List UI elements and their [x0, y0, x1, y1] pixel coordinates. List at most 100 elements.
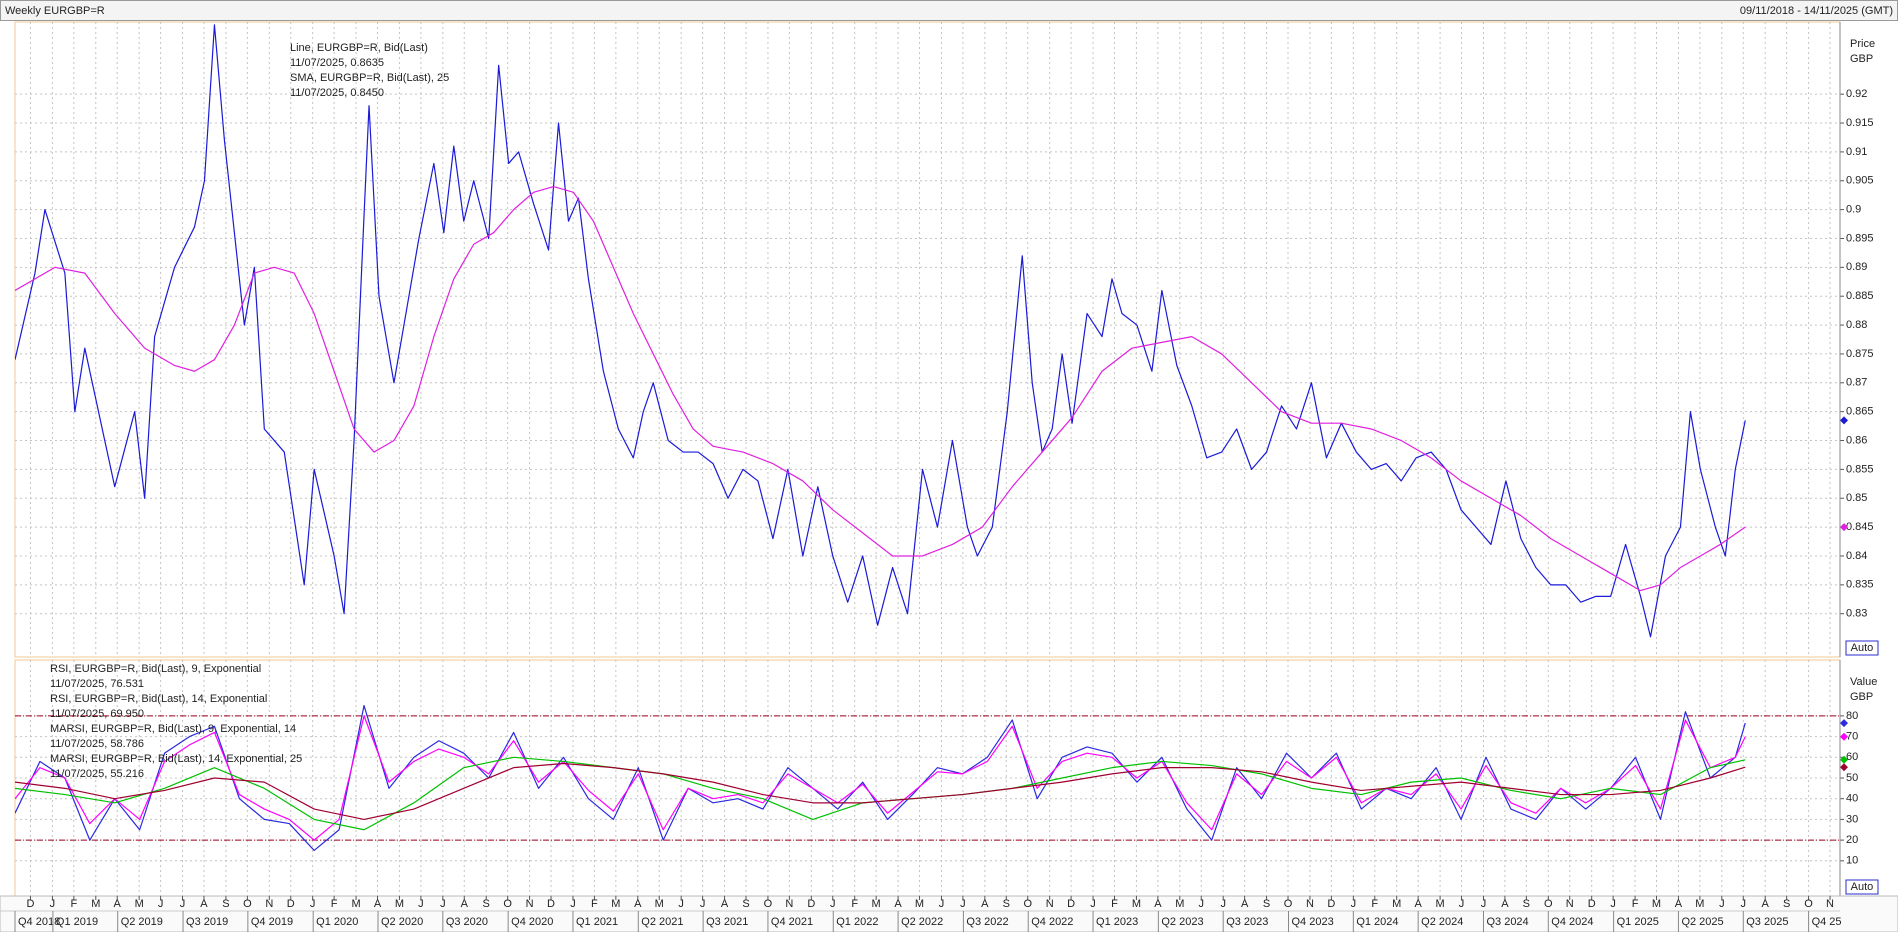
x-tick-label: J [1481, 898, 1487, 910]
y-tick-label: 80 [1846, 710, 1858, 722]
x-tick-label: J [830, 898, 836, 910]
x-tick-label: J [440, 898, 446, 910]
x-tick-label: O [764, 898, 773, 910]
y-tick-label: 0.91 [1846, 146, 1867, 158]
scale-button[interactable] [1845, 640, 1879, 656]
y-tick-label: 0.835 [1846, 579, 1874, 591]
x-tick-label: A [374, 898, 382, 910]
x-tick-label: M [1695, 898, 1704, 910]
x-tick-label: O [1544, 898, 1553, 910]
quarter-label: Q1 2025 [1617, 916, 1659, 928]
x-tick-label: J [678, 898, 684, 910]
legend-last-value: 11/07/2025, 69.950 [50, 708, 144, 720]
legend-name: RSI, EURGBP=R, Bid(Last), 14, Exponentia… [50, 693, 267, 705]
x-tick-label: M [872, 898, 881, 910]
legend-name: RSI, EURGBP=R, Bid(Last), 9, Exponential [50, 663, 261, 675]
x-tick-label: M [135, 898, 144, 910]
scale-button-label[interactable]: Auto [1851, 642, 1874, 654]
x-tick-label: J [310, 898, 316, 910]
x-tick-label: M [1132, 898, 1141, 910]
quarter-label: Q2 2024 [1421, 916, 1463, 928]
series-line [15, 185, 1746, 592]
x-axis-band [0, 895, 1898, 932]
x-tick-label: J [418, 898, 424, 910]
panel [14, 21, 1841, 658]
x-tick-label: J [700, 898, 706, 910]
scale-button[interactable] [1845, 879, 1879, 895]
x-tick-label: D [26, 898, 34, 910]
quarter-label: Q1 2024 [1356, 916, 1398, 928]
x-tick-label: J [1741, 898, 1747, 910]
x-tick-label: D [547, 898, 555, 910]
x-tick-label: S [1523, 898, 1530, 910]
x-tick-label: N [265, 898, 273, 910]
scale-button-label[interactable]: Auto [1851, 881, 1874, 893]
quarter-label: Q3 2021 [706, 916, 748, 928]
x-tick-label: J [1199, 898, 1205, 910]
x-tick-label: J [158, 898, 164, 910]
x-tick-label: A [1414, 898, 1422, 910]
legend-last-value: 11/07/2025, 76.531 [50, 678, 144, 690]
x-tick-label: N [1306, 898, 1314, 910]
axis-unit: GBP [1850, 691, 1873, 703]
x-tick-label: N [526, 898, 534, 910]
x-tick-label: M [915, 898, 924, 910]
y-tick-label: 40 [1846, 793, 1858, 805]
x-tick-label: J [1220, 898, 1226, 910]
x-tick-label: S [1263, 898, 1270, 910]
quarter-label: Q4 2021 [771, 916, 813, 928]
series-line [15, 24, 1746, 638]
quarter-label: Q4 2023 [1292, 916, 1334, 928]
x-tick-label: S [222, 898, 229, 910]
quarter-label: Q3 2023 [1226, 916, 1268, 928]
x-tick-label: S [483, 898, 490, 910]
quarter-label: Q3 2022 [966, 916, 1008, 928]
quarter-label: Q4 2020 [511, 916, 553, 928]
quarter-label: Q1 2020 [316, 916, 358, 928]
x-tick-label: M [395, 898, 404, 910]
y-tick-label: 0.83 [1846, 608, 1867, 620]
x-tick-label: A [981, 898, 989, 910]
x-tick-label: A [1154, 898, 1162, 910]
x-tick-label: S [742, 898, 749, 910]
x-tick-label: A [114, 898, 122, 910]
x-tick-label: A [461, 898, 469, 910]
x-tick-label: J [1459, 898, 1465, 910]
y-tick-label: 0.88 [1846, 319, 1867, 331]
x-tick-label: D [1067, 898, 1075, 910]
header-bar [0, 0, 1898, 21]
x-tick-label: F [331, 898, 338, 910]
quarter-label: Q3 2019 [186, 916, 228, 928]
x-tick-label: N [785, 898, 793, 910]
quarter-label: Q4 2024 [1551, 916, 1593, 928]
x-tick-label: J [50, 898, 56, 910]
x-tick-label: J [1090, 898, 1096, 910]
y-tick-label: 0.92 [1846, 88, 1867, 100]
quarter-label: Q1 2022 [836, 916, 878, 928]
y-tick-label: 0.845 [1846, 521, 1874, 533]
y-tick-label: 70 [1846, 731, 1858, 743]
quarter-label: Q2 2025 [1681, 916, 1723, 928]
legend-name: MARSI, EURGBP=R, Bid(Last), 9, Exponenti… [50, 723, 296, 735]
series-line [15, 704, 1746, 852]
y-tick-label: 0.875 [1846, 348, 1874, 360]
y-tick-label: 0.86 [1846, 434, 1867, 446]
quarter-label: Q2 2023 [1161, 916, 1203, 928]
y-tick-label: 0.885 [1846, 290, 1874, 302]
x-tick-label: F [851, 898, 858, 910]
x-tick-label: J [1719, 898, 1725, 910]
last-value-marker [1840, 732, 1848, 741]
y-tick-label: 0.89 [1846, 261, 1867, 273]
y-tick-label: 0.87 [1846, 377, 1867, 389]
y-tick-label: 0.85 [1846, 492, 1867, 504]
x-tick-label: F [1111, 898, 1118, 910]
x-tick-label: F [1371, 898, 1378, 910]
quarter-label: Q3 2025 [1746, 916, 1788, 928]
x-tick-label: N [1826, 898, 1834, 910]
x-tick-label: A [1241, 898, 1249, 910]
y-tick-label: 0.895 [1846, 232, 1874, 244]
quarter-label: Q4 2022 [1031, 916, 1073, 928]
last-value-marker [1840, 755, 1848, 764]
quarter-label: Q4 2019 [251, 916, 293, 928]
header-title: Weekly EURGBP=R [5, 5, 105, 17]
